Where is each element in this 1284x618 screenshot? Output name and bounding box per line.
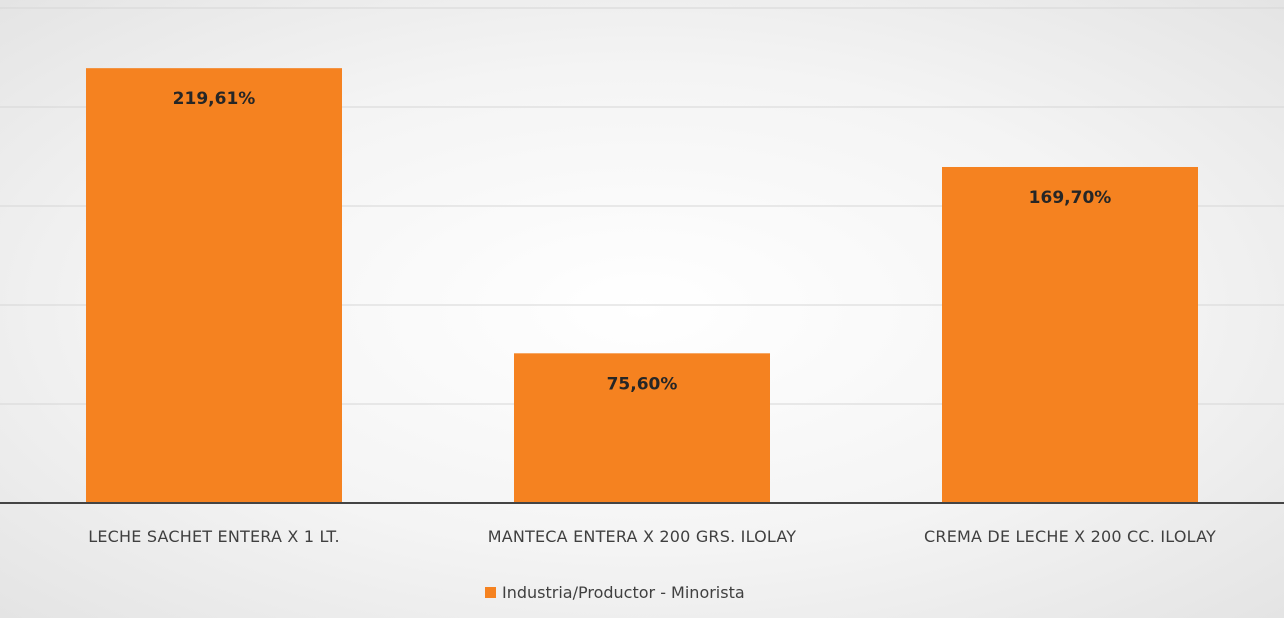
category-labels: LECHE SACHET ENTERA X 1 LT. MANTECA ENTER… bbox=[88, 527, 1216, 546]
bar bbox=[86, 68, 342, 503]
data-label: 219,61% bbox=[173, 89, 256, 109]
data-label: 75,60% bbox=[607, 374, 678, 394]
legend-swatch bbox=[485, 587, 496, 598]
category-label: MANTECA ENTERA X 200 GRS. ILOLAY bbox=[488, 527, 797, 546]
category-label: CREMA DE LECHE X 200 CC. ILOLAY bbox=[924, 527, 1216, 546]
bar bbox=[942, 166, 1198, 503]
data-labels: 219,61% 75,60% 169,70% bbox=[173, 89, 1112, 394]
category-label: LECHE SACHET ENTERA X 1 LT. bbox=[88, 527, 340, 546]
data-label: 169,70% bbox=[1029, 188, 1112, 208]
bars bbox=[86, 68, 1198, 503]
legend: Industria/Productor - Minorista bbox=[485, 583, 745, 602]
legend-label: Industria/Productor - Minorista bbox=[502, 583, 745, 602]
bar bbox=[514, 353, 770, 503]
